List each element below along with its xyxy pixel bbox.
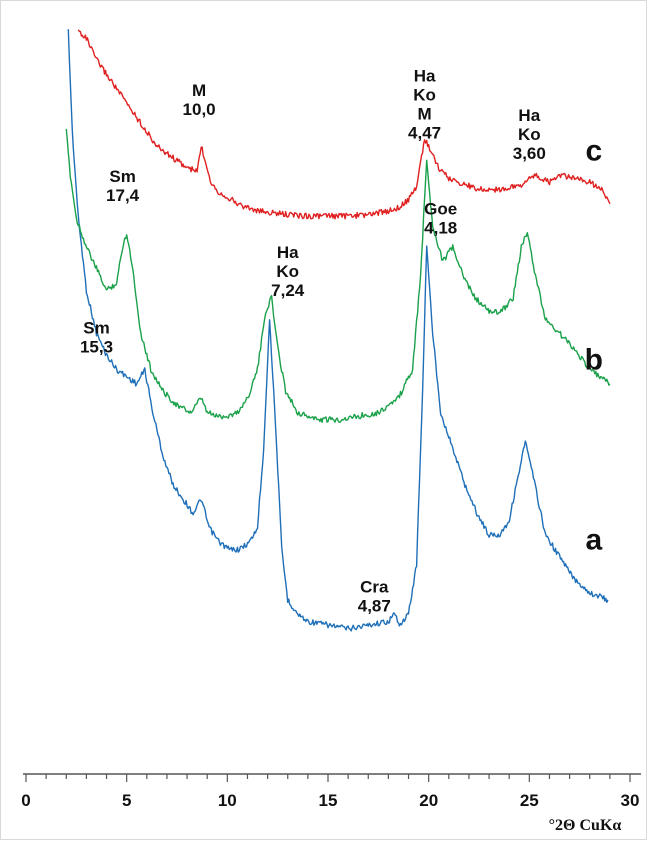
x-axis-label: °2Θ CuKα	[549, 817, 622, 834]
x-tick-label: 15	[319, 791, 338, 810]
peak-annotation: Cra 4,87	[358, 578, 391, 616]
x-tick-label: 25	[520, 791, 539, 810]
curve-label-a: a	[585, 523, 602, 556]
x-tick-label: 5	[122, 791, 131, 810]
curve-label-c: c	[585, 135, 602, 168]
curve-label-b: b	[585, 343, 603, 376]
series-c-line	[77, 29, 611, 220]
peak-annotation: Ha Ko 3,60	[513, 106, 546, 163]
series-a-line	[67, 29, 609, 632]
peak-annotation: Goe 4,18	[424, 200, 457, 238]
x-axis: 0 5 10 15 20 25 30	[21, 773, 641, 810]
x-tick-label: 10	[218, 791, 237, 810]
peak-annotation: Ha Ko 7,24	[271, 243, 305, 300]
x-tick-label: 0	[21, 791, 30, 810]
peak-annotation: Sm 17,4	[106, 167, 140, 205]
curves-layer	[65, 29, 611, 632]
x-tick-label: 30	[621, 791, 640, 810]
peak-annotation: Sm 15,3	[80, 318, 113, 356]
series-b-line	[65, 129, 611, 423]
annotations-layer: M 10,0 Ha Ko M 4,47 Ha Ko 3,60 Sm 17,4 Goe 4,18 Ha Ko 7…	[80, 66, 603, 615]
peak-annotation: M 10,0	[183, 81, 216, 119]
x-tick-label: 20	[419, 791, 438, 810]
peak-annotation: Ha Ko M 4,47	[408, 66, 441, 142]
